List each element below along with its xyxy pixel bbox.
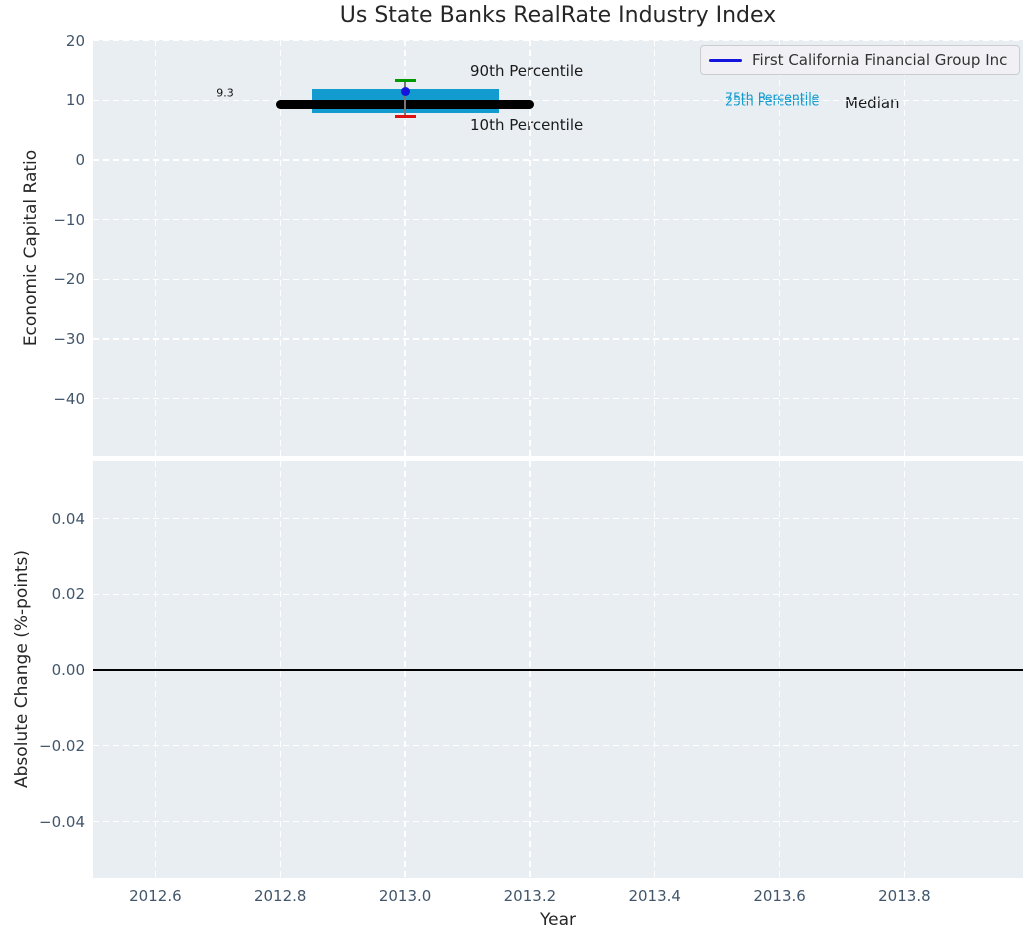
horizontal-gridline	[93, 398, 1023, 400]
zero-line	[93, 669, 1023, 671]
p10-annotation: 10th Percentile	[470, 116, 584, 134]
x-axis-label: Year	[540, 910, 576, 930]
company-data-point	[400, 86, 410, 96]
y-tick-label: 0.04	[51, 509, 85, 528]
legend-entry-label: First California Financial Group Inc	[752, 51, 1008, 69]
chart-title: Us State Banks RealRate Industry Index	[339, 3, 777, 28]
top-plot-area: 90th Percentile 10th Percentile 75th Per…	[93, 40, 1023, 456]
y-tick-label: 0.02	[51, 585, 85, 604]
vertical-gridline	[404, 40, 406, 456]
y-tick-label: −40	[53, 389, 85, 408]
median-value-annotation: 9.3	[216, 86, 234, 100]
horizontal-gridline	[93, 745, 1023, 747]
x-tick-label: 2013.4	[628, 887, 681, 905]
p10-cap	[394, 114, 416, 118]
x-tick-label: 2013.0	[378, 887, 432, 905]
median-annotation: Median	[845, 94, 900, 112]
horizontal-gridline	[93, 517, 1023, 520]
y-tick-label: −0.02	[39, 736, 85, 755]
p90-cap	[394, 79, 416, 83]
horizontal-gridline	[93, 219, 1023, 221]
vertical-gridline	[654, 40, 656, 456]
vertical-gridline	[154, 40, 157, 456]
p90-annotation: 90th Percentile	[470, 62, 584, 80]
y-tick-label: 0.00	[51, 661, 85, 680]
x-tick-label: 2012.6	[129, 887, 182, 905]
vertical-gridline	[279, 40, 281, 456]
x-tick-label: 2013.8	[878, 887, 931, 905]
y-tick-label: 20	[65, 31, 85, 50]
top-y-axis-label: Economic Capital Ratio	[21, 149, 41, 347]
vertical-gridline	[903, 40, 906, 456]
x-tick-label: 2012.8	[253, 887, 307, 905]
horizontal-gridline	[93, 99, 1023, 101]
y-tick-label: 0	[75, 151, 85, 169]
horizontal-gridline	[93, 593, 1023, 595]
legend-box: First California Financial Group Inc	[700, 45, 1020, 75]
p25-annotation: 25th Percentile	[725, 93, 820, 109]
y-tick-label: −0.04	[39, 812, 85, 831]
x-tick-label: 2013.6	[753, 887, 806, 905]
horizontal-gridline	[93, 820, 1023, 823]
y-tick-label: −20	[53, 270, 85, 289]
percentile-whisker	[404, 80, 406, 117]
vertical-gridline	[529, 40, 531, 456]
x-tick-label: 2013.2	[503, 887, 557, 905]
vertical-gridline	[778, 40, 781, 456]
legend-line-sample	[709, 58, 742, 62]
horizontal-gridline	[93, 278, 1023, 280]
y-tick-label: −10	[53, 210, 85, 229]
y-tick-label: −30	[53, 330, 85, 348]
y-tick-label: 10	[65, 91, 85, 110]
bottom-plot-area	[93, 461, 1023, 878]
horizontal-gridline	[93, 338, 1023, 340]
horizontal-gridline	[93, 40, 1023, 42]
horizontal-gridline	[93, 159, 1023, 161]
